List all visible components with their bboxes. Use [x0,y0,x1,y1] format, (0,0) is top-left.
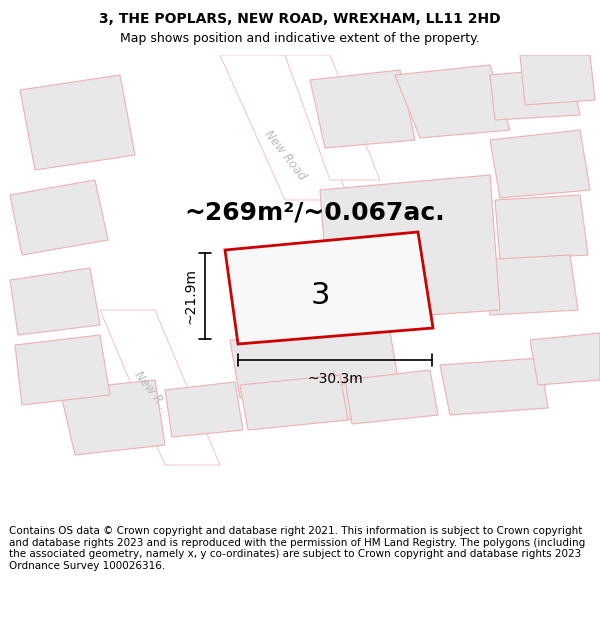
Polygon shape [490,130,590,198]
Text: Contains OS data © Crown copyright and database right 2021. This information is : Contains OS data © Crown copyright and d… [9,526,585,571]
Polygon shape [310,70,415,148]
Polygon shape [20,75,135,170]
Polygon shape [285,55,380,180]
Polygon shape [230,332,400,398]
Polygon shape [285,382,365,425]
Polygon shape [530,333,600,385]
Polygon shape [520,55,595,105]
Polygon shape [345,370,438,424]
Polygon shape [10,268,100,335]
Polygon shape [225,232,433,344]
Text: New Road: New Road [262,127,308,182]
Polygon shape [240,375,348,430]
Text: Map shows position and indicative extent of the property.: Map shows position and indicative extent… [120,32,480,45]
Polygon shape [495,195,588,260]
Polygon shape [10,180,108,255]
Polygon shape [440,358,548,415]
Polygon shape [15,335,110,405]
Text: ~269m²/~0.067ac.: ~269m²/~0.067ac. [185,201,445,225]
Text: ~30.3m: ~30.3m [307,372,363,386]
Polygon shape [480,255,578,315]
Polygon shape [320,175,500,322]
Polygon shape [60,380,165,455]
Text: ~21.9m: ~21.9m [183,268,197,324]
Text: 3, THE POPLARS, NEW ROAD, WREXHAM, LL11 2HD: 3, THE POPLARS, NEW ROAD, WREXHAM, LL11 … [99,12,501,26]
Polygon shape [165,382,243,437]
Polygon shape [490,68,580,120]
Polygon shape [220,55,350,200]
Polygon shape [395,65,510,138]
Text: New R...: New R... [132,369,172,415]
Text: 3: 3 [310,281,330,309]
Polygon shape [100,310,220,465]
